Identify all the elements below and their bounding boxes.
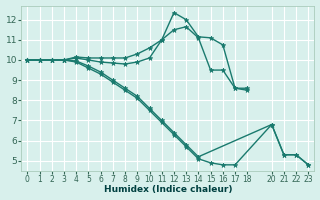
X-axis label: Humidex (Indice chaleur): Humidex (Indice chaleur) bbox=[104, 185, 232, 194]
